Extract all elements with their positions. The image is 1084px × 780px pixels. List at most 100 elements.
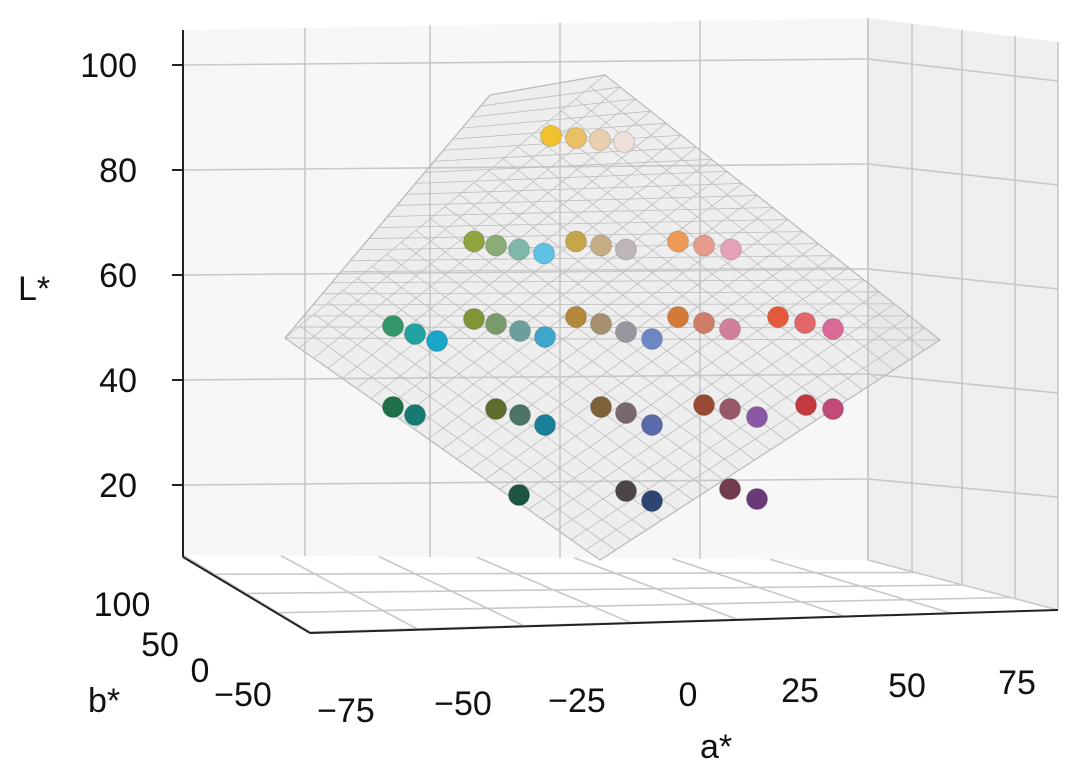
- data-point: [693, 394, 715, 416]
- mesh-line: [396, 195, 758, 206]
- x-axis-line: [309, 609, 1059, 634]
- mesh-line: [378, 219, 788, 228]
- mesh-line: [585, 327, 925, 551]
- x-tick-label: 25: [781, 672, 819, 710]
- grid-line: [182, 373, 869, 381]
- grid-line: [867, 478, 1059, 498]
- data-point: [485, 313, 507, 335]
- data-point: [794, 312, 816, 334]
- mesh-line: [299, 325, 616, 551]
- floor-grid-line: [246, 584, 964, 595]
- data-point: [613, 131, 635, 153]
- mesh-line: [372, 265, 693, 501]
- z-tick-label: 100: [80, 47, 137, 85]
- z-tick-label: 20: [99, 467, 137, 505]
- data-point: [615, 321, 637, 343]
- x-tick-label: 75: [998, 664, 1036, 702]
- data-point: [382, 396, 404, 418]
- y-tick-label: −50: [214, 676, 272, 714]
- data-point: [667, 306, 689, 328]
- y-tick-label: 50: [141, 626, 179, 664]
- mesh-line: [359, 243, 819, 251]
- mesh-line: [462, 110, 651, 129]
- gamut-surface-mesh: [284, 74, 942, 561]
- mesh-line: [513, 267, 849, 500]
- z-tick-label: 40: [99, 362, 137, 400]
- grid-line: [182, 163, 869, 171]
- data-point: [667, 230, 689, 253]
- data-point: [615, 402, 637, 424]
- back-pane-right: [868, 18, 1058, 610]
- data-point: [590, 313, 612, 335]
- data-point: [533, 242, 555, 265]
- data-point: [534, 326, 556, 348]
- data-point: [404, 323, 426, 345]
- grid-line: [182, 268, 869, 276]
- data-point: [404, 404, 426, 426]
- data-point: [589, 129, 611, 151]
- mesh-line: [368, 231, 803, 239]
- data-point: [534, 414, 556, 436]
- data-point: [641, 414, 663, 436]
- data-point: [746, 406, 768, 428]
- mesh-line: [312, 303, 895, 306]
- x-axis-label: a*: [700, 728, 732, 766]
- mesh-line: [328, 301, 647, 531]
- data-point: [719, 398, 741, 420]
- data-point: [565, 127, 587, 149]
- mesh-line: [387, 207, 773, 217]
- data-point: [540, 125, 562, 147]
- mesh-line: [340, 267, 849, 273]
- mesh-line: [443, 134, 682, 151]
- data-point: [615, 238, 637, 261]
- data-point: [822, 398, 844, 420]
- data-point: [719, 318, 741, 340]
- mesh-line: [434, 146, 697, 162]
- data-point: [485, 398, 507, 420]
- data-point: [590, 234, 612, 257]
- data-point: [485, 234, 507, 257]
- mesh-line: [471, 98, 636, 118]
- mesh-line: [424, 158, 712, 173]
- mesh-line: [571, 315, 910, 541]
- mesh-line: [357, 277, 678, 511]
- mesh-line: [470, 231, 804, 470]
- mesh-line: [313, 313, 632, 541]
- x-tick-label: −75: [317, 692, 375, 730]
- mesh-line: [499, 255, 834, 490]
- x-tick-label: −25: [548, 682, 606, 720]
- mesh-line: [331, 279, 864, 284]
- data-point: [719, 478, 741, 500]
- data-point: [382, 315, 404, 337]
- x-tick-label: 0: [679, 676, 698, 714]
- mesh-line: [406, 183, 743, 195]
- data-point: [509, 320, 531, 342]
- z-tick-label: 80: [99, 152, 137, 190]
- mesh-line: [480, 86, 621, 107]
- data-point: [615, 480, 637, 502]
- data-point: [508, 238, 530, 261]
- data-point: [641, 490, 663, 512]
- grid-lines: [182, 18, 1059, 633]
- data-point: [693, 312, 715, 334]
- mesh-line: [485, 243, 819, 480]
- floor-grid-line: [278, 596, 1011, 614]
- z-tick-label: 60: [99, 257, 137, 295]
- grid-line: [182, 478, 869, 486]
- data-point: [463, 308, 485, 330]
- grid-line: [867, 58, 1059, 82]
- data-point: [565, 230, 587, 253]
- z-axis-label: L*: [18, 270, 50, 308]
- data-point: [641, 328, 663, 350]
- data-point: [590, 396, 612, 418]
- grid-line: [867, 373, 1059, 394]
- y-tick-label: 100: [94, 586, 151, 624]
- data-point: [508, 484, 530, 506]
- data-point: [822, 318, 844, 340]
- mesh-line: [322, 291, 880, 295]
- data-point: [767, 306, 789, 328]
- y-tick-label: 0: [191, 652, 210, 690]
- mesh-line: [599, 339, 941, 561]
